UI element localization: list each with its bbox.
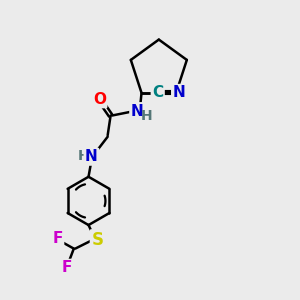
Text: C: C — [152, 85, 163, 100]
Text: F: F — [52, 231, 63, 246]
Text: H: H — [77, 149, 89, 163]
Text: N: N — [172, 85, 185, 100]
Text: S: S — [92, 231, 104, 249]
Text: N: N — [85, 149, 98, 164]
Text: O: O — [93, 92, 106, 107]
Text: H: H — [141, 109, 152, 122]
Text: F: F — [61, 260, 72, 275]
Text: N: N — [131, 103, 143, 118]
